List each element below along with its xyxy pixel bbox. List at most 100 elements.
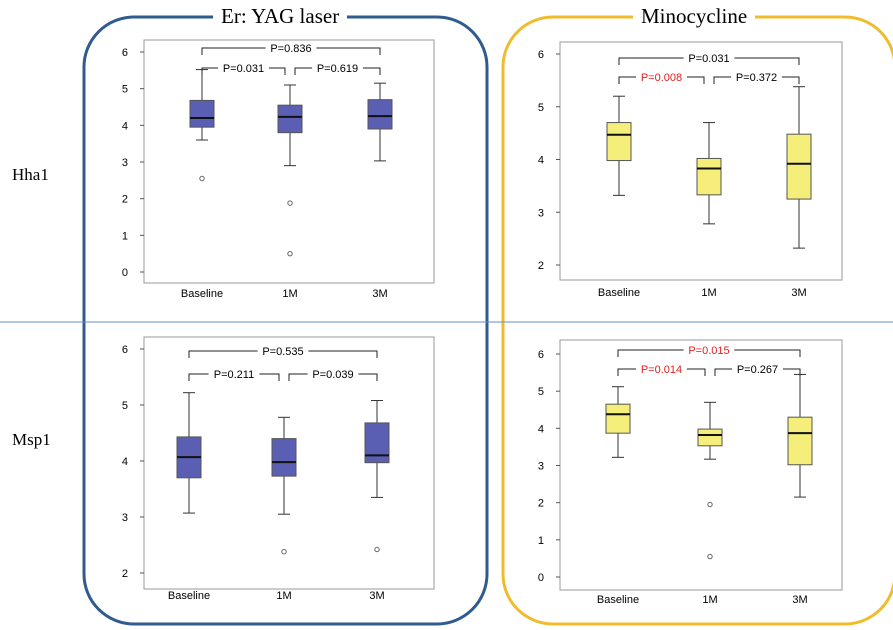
comparison-bracket: P=0.372: [713, 70, 800, 84]
panel-frame: [143, 39, 435, 284]
iqr-box: [364, 422, 390, 464]
y-tick-label: 5: [122, 400, 128, 412]
panels: 0 1 2 3 4 5 6 Baseline 1M 3M P=0.836 P=0.031 P=0.619…: [122, 39, 843, 606]
p-value-label: P=0.031: [688, 53, 729, 65]
group-title-yag: Er: YAG laser: [213, 4, 348, 29]
group-title-minocycline: Minocycline: [633, 4, 756, 29]
p-value-label: P=0.031: [223, 63, 264, 75]
comparison-bracket: P=0.031: [618, 51, 800, 65]
iqr-box: [367, 99, 393, 130]
x-category-label: Baseline: [598, 287, 640, 299]
x-category-label: 1M: [276, 590, 291, 602]
y-tick-label: 3: [122, 512, 128, 524]
comparison-bracket: P=0.267: [714, 362, 801, 376]
box-baseline: [605, 386, 631, 458]
y-tick-label: 4: [122, 456, 128, 468]
group-frame-minocycline: [501, 15, 893, 626]
y-tick-label: 0: [538, 572, 544, 584]
x-category-label: 3M: [369, 590, 384, 602]
x-category-label: 3M: [372, 288, 387, 300]
y-tick-label: 3: [538, 461, 544, 473]
bracket-label-bg: [265, 41, 317, 55]
y-tick-label: 2: [538, 260, 544, 272]
box-1m: [271, 416, 297, 555]
p-value-label: P=0.014: [641, 364, 682, 376]
bracket-label-bg: [683, 51, 735, 65]
y-tick-label: 5: [122, 84, 128, 96]
bracket-label-bg: [257, 344, 309, 358]
x-category-label: Baseline: [181, 288, 223, 300]
box-baseline: [189, 69, 215, 182]
p-value-label: P=0.015: [688, 345, 729, 357]
x-category-label: 1M: [702, 594, 717, 606]
box-baseline: [606, 95, 632, 196]
panel-er-yag-laser-hha1: 0 1 2 3 4 5 6 Baseline 1M 3M P=0.836 P=0.031 P=0.619: [122, 39, 435, 300]
bracket-label-bg: [731, 70, 782, 84]
bracket-label-bg: [218, 61, 269, 75]
x-category-label: 3M: [791, 287, 806, 299]
y-tick-label: 6: [538, 349, 544, 361]
y-tick-label: 2: [538, 498, 544, 510]
outlier-point: [287, 200, 293, 206]
outlier-point: [199, 175, 205, 182]
iqr-box: [786, 133, 812, 200]
comparison-bracket: P=0.015: [617, 343, 801, 357]
iqr-box: [605, 403, 631, 434]
y-tick-label: 4: [122, 120, 128, 132]
y-tick-label: 3: [122, 157, 128, 169]
box-1m: [696, 122, 722, 225]
p-value-label: P=0.372: [736, 72, 777, 84]
p-value-label: P=0.008: [641, 72, 682, 84]
box-3m: [787, 373, 813, 498]
y-tick-label: 1: [122, 230, 128, 242]
outlier-point: [707, 553, 713, 560]
outlier-point: [281, 549, 287, 555]
comparison-bracket: P=0.836: [201, 41, 381, 55]
x-category-label: 3M: [792, 594, 807, 606]
y-tick-label: 3: [538, 207, 544, 219]
y-tick-label: 6: [122, 47, 128, 59]
y-tick-label: 5: [538, 386, 544, 398]
outlier-point: [707, 501, 713, 508]
panel-frame: [559, 41, 843, 281]
iqr-box: [277, 104, 303, 134]
row-label-msp1: Msp1: [12, 430, 51, 449]
panel-minocycline-msp1: 0 1 2 3 4 5 6 Baseline 1M 3M P=0.015 P=0.014 P=0.267: [538, 339, 843, 606]
iqr-box: [189, 99, 215, 128]
box-baseline: [176, 392, 202, 514]
iqr-box: [271, 438, 297, 477]
p-value-label: P=0.267: [737, 364, 778, 376]
comparison-bracket: P=0.008: [618, 70, 705, 84]
bracket-label-bg: [683, 343, 735, 357]
comparison-bracket: P=0.039: [288, 367, 378, 381]
y-tick-label: 6: [122, 344, 128, 356]
p-value-label: P=0.836: [270, 43, 311, 55]
y-tick-label: 4: [538, 155, 544, 167]
x-category-label: 1M: [282, 288, 297, 300]
x-category-label: Baseline: [168, 590, 210, 602]
p-value-label: P=0.039: [312, 369, 353, 381]
panel-frame: [143, 336, 435, 590]
iqr-box: [696, 157, 722, 196]
comparison-bracket: P=0.619: [294, 61, 381, 75]
y-tick-label: 6: [538, 49, 544, 61]
y-tick-label: 2: [122, 194, 128, 206]
box-1m: [697, 401, 723, 560]
row-label-hha1: Hha1: [12, 165, 49, 184]
comparison-bracket: P=0.014: [617, 362, 706, 376]
comparison-bracket: P=0.031: [201, 61, 286, 75]
p-value-label: P=0.619: [317, 63, 358, 75]
panel-er-yag-laser-msp1: 2 3 4 5 6 Baseline 1M 3M P=0.535 P=0.211 P=0.039: [122, 336, 435, 602]
p-value-label: P=0.535: [262, 346, 303, 358]
iqr-box: [697, 428, 723, 447]
box-1m: [277, 84, 303, 257]
p-value-label: P=0.211: [214, 369, 254, 381]
bracket-label-bg: [208, 367, 260, 381]
bracket-label-bg: [636, 70, 687, 84]
panel-minocycline-hha1: 2 3 4 5 6 Baseline 1M 3M P=0.031 P=0.008 P=0.372: [538, 41, 843, 299]
iqr-box: [787, 416, 813, 466]
x-category-label: Baseline: [597, 594, 639, 606]
outlier-point: [374, 546, 380, 553]
y-tick-label: 2: [122, 568, 128, 580]
